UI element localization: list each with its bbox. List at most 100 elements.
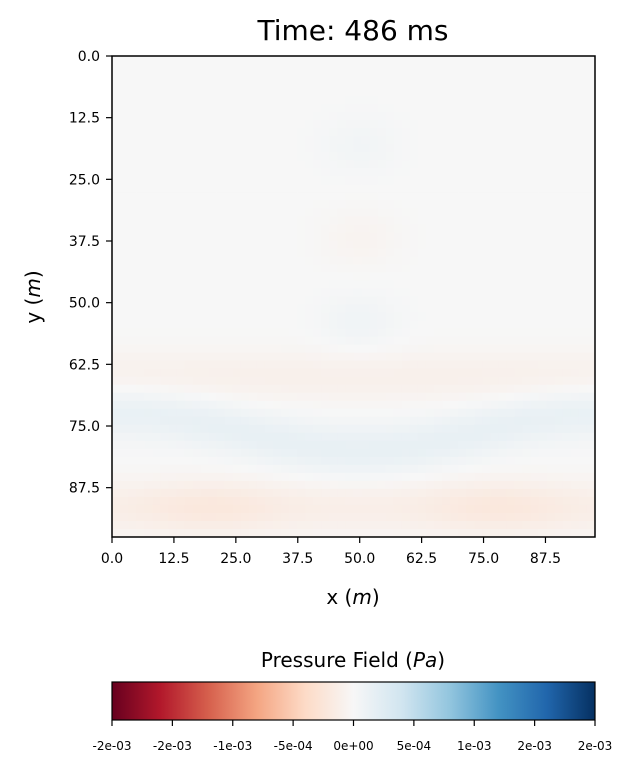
heatmap-cell [128, 88, 137, 97]
heatmap-cell [136, 248, 145, 258]
heatmap-cell [168, 176, 177, 185]
heatmap-cell [337, 64, 347, 73]
heatmap-cell [546, 176, 556, 185]
heatmap-cell [554, 208, 564, 217]
heatmap-cell [168, 296, 177, 306]
heatmap-cell [168, 272, 177, 282]
heatmap-cell [458, 480, 467, 490]
heatmap-cell [337, 384, 347, 394]
heatmap-cell [176, 80, 186, 89]
heatmap-cell [490, 408, 499, 418]
heatmap-cell [128, 368, 137, 378]
heatmap-cell [434, 440, 443, 450]
heatmap-cell [240, 440, 250, 450]
heatmap-cell [377, 104, 387, 113]
heatmap-cell [216, 192, 226, 201]
heatmap-cell [450, 64, 459, 73]
heatmap-cell [442, 208, 451, 217]
heatmap-cell [409, 472, 419, 482]
heatmap-cell [377, 128, 387, 137]
heatmap-cell [506, 432, 516, 442]
heatmap-cell [305, 456, 314, 466]
heatmap-cell [136, 176, 145, 185]
heatmap-cell [273, 56, 282, 65]
heatmap-cell [192, 248, 202, 258]
heatmap-cell [281, 448, 290, 458]
heatmap-cell [393, 280, 403, 290]
heatmap-cell [385, 488, 395, 498]
heatmap-cell [192, 496, 202, 506]
heatmap-cell [305, 160, 314, 169]
heatmap-cell [361, 224, 371, 233]
heatmap-cell [409, 520, 419, 530]
heatmap-cell [385, 216, 395, 225]
heatmap-cell [425, 432, 435, 442]
heatmap-cell [144, 384, 153, 394]
heatmap-cell [546, 168, 556, 177]
heatmap-cell [482, 504, 491, 514]
heatmap-cell [458, 304, 467, 314]
heatmap-cell [450, 520, 459, 530]
heatmap-cell [450, 432, 459, 442]
heatmap-cell [120, 464, 129, 474]
heatmap-cell [385, 176, 395, 185]
heatmap-cell [562, 168, 572, 177]
heatmap-cell [305, 384, 314, 394]
heatmap-cell [498, 192, 508, 201]
heatmap-cell [208, 96, 218, 105]
heatmap-cell [208, 272, 218, 282]
heatmap-cell [546, 504, 556, 514]
heatmap-cell [361, 64, 371, 73]
heatmap-cell [546, 128, 556, 137]
heatmap-cell [184, 88, 194, 97]
heatmap-cell [297, 288, 306, 298]
heatmap-cell [353, 512, 363, 522]
heatmap-cell [216, 272, 226, 282]
heatmap-cell [425, 168, 435, 177]
heatmap-cell [506, 80, 516, 89]
heatmap-cell [232, 72, 242, 81]
heatmap-cell [136, 400, 145, 410]
heatmap-cell [562, 200, 572, 209]
heatmap-cell [417, 288, 427, 298]
heatmap-cell [128, 376, 137, 386]
heatmap-cell [409, 448, 419, 458]
heatmap-cell [281, 176, 290, 185]
heatmap-cell [168, 432, 177, 442]
heatmap-cell [152, 480, 161, 490]
heatmap-cell [538, 408, 548, 418]
heatmap-cell [297, 312, 306, 322]
heatmap-cell [297, 480, 306, 490]
heatmap-cell [353, 392, 363, 402]
heatmap-cell [337, 120, 347, 129]
heatmap-cell [570, 248, 580, 258]
heatmap-cell [458, 192, 467, 201]
heatmap-cell [409, 272, 419, 282]
heatmap-cell [128, 328, 137, 338]
heatmap-cell [297, 128, 306, 137]
heatmap-cell [273, 224, 282, 233]
heatmap-cell [434, 368, 443, 378]
heatmap-cell [256, 152, 266, 161]
colorbar-ticks: -2e-03 -2e-03 -1e-03 -5e-04 0e+00 5e-04 1e-03 2… [93, 720, 612, 753]
heatmap-cell [184, 56, 194, 65]
heatmap-cell [450, 104, 459, 113]
heatmap-cell [216, 504, 226, 514]
heatmap-cell [369, 200, 379, 209]
heatmap-cell [200, 456, 210, 466]
heatmap-cell [377, 120, 387, 129]
heatmap-cell [393, 272, 403, 282]
heatmap-cell [313, 288, 322, 298]
heatmap-cell [273, 456, 282, 466]
heatmap-cell [442, 168, 451, 177]
heatmap-cell [240, 128, 250, 137]
heatmap-cell [417, 352, 427, 362]
heatmap-cell [168, 248, 177, 258]
heatmap-cell [570, 176, 580, 185]
heatmap-cell [474, 432, 483, 442]
heatmap-cell [176, 504, 186, 514]
heatmap-cell [232, 368, 242, 378]
heatmap-cell [490, 376, 499, 386]
heatmap-cell [554, 72, 564, 81]
heatmap-cell [264, 224, 274, 233]
